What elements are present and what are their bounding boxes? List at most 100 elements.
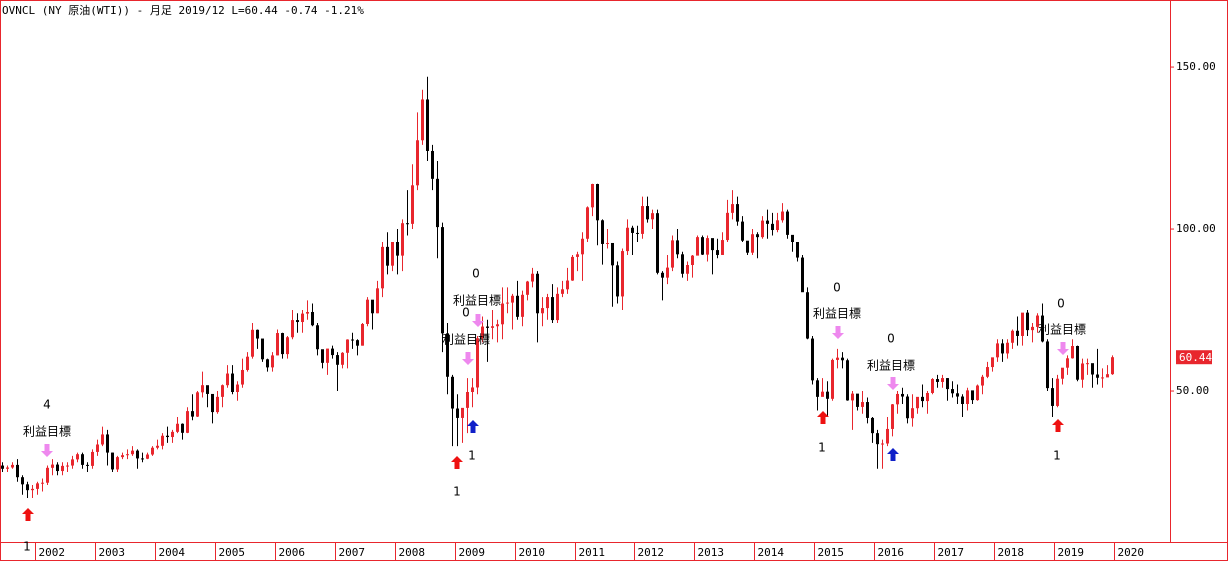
x-tick-label: 2015: [818, 546, 845, 559]
candle-body: [576, 254, 579, 257]
candle-body: [211, 393, 214, 413]
candle-body: [441, 227, 444, 334]
candle-body: [631, 227, 634, 233]
candle-body: [556, 293, 559, 321]
candle-body: [426, 99, 429, 151]
candle-body: [161, 435, 164, 446]
candle-body: [731, 204, 734, 213]
candle-body: [726, 212, 729, 241]
candle-body: [181, 423, 184, 433]
candle-body: [186, 411, 189, 433]
signal-label: 1: [1053, 449, 1061, 463]
candle-body: [251, 329, 254, 357]
buy-arrow: [1052, 419, 1064, 432]
signal-label: 0: [1057, 297, 1065, 311]
signal-label: 利益目標: [1038, 323, 1086, 337]
y-tick-label: 50.00: [1176, 384, 1209, 397]
candle-body: [1006, 342, 1009, 354]
candle-body: [896, 393, 899, 405]
candle-body: [861, 402, 864, 407]
candle-body: [31, 488, 34, 491]
candle-body: [621, 251, 624, 297]
candle-body: [46, 467, 49, 483]
candle-body: [756, 234, 759, 238]
x-tick-label: 2004: [159, 546, 186, 559]
candle-body: [1066, 358, 1069, 368]
candle-body: [776, 220, 779, 231]
candle-body: [571, 256, 574, 281]
candle-body: [1041, 315, 1044, 342]
candle-body: [946, 378, 949, 390]
candle-body: [151, 447, 154, 455]
candle-body: [171, 431, 174, 438]
candle-body: [626, 227, 629, 252]
candle-body: [536, 273, 539, 314]
candle-body: [176, 423, 179, 432]
candle-body: [291, 320, 294, 338]
candle-body: [641, 206, 644, 234]
candle-body: [256, 329, 259, 339]
candle-body: [116, 457, 119, 470]
candle-body: [241, 369, 244, 385]
y-tick-label: 100.00: [1176, 222, 1216, 235]
candle-body: [531, 273, 534, 282]
candle-body: [321, 349, 324, 363]
signal-label: 1: [818, 441, 826, 455]
candle-body: [166, 435, 169, 438]
candle-body: [376, 288, 379, 314]
candle-body: [496, 324, 499, 327]
signal-label: 1: [453, 485, 461, 499]
candle-body: [51, 464, 54, 468]
candle-body: [41, 482, 44, 484]
candle-body: [1076, 345, 1079, 380]
candle-body: [976, 385, 979, 401]
candle-body: [1081, 363, 1084, 380]
x-tick-label: 2019: [1058, 546, 1085, 559]
candle-body: [466, 392, 469, 408]
candle-body: [481, 326, 484, 339]
candle-body: [936, 379, 939, 382]
candle-body: [956, 393, 959, 397]
candle-body: [961, 396, 964, 404]
candle-body: [1046, 341, 1049, 389]
target-arrow: [41, 444, 53, 457]
chart-title: OVNCL (NY 原油(WTI)) - 月足 2019/12 L=60.44 …: [2, 3, 364, 17]
candle-body: [856, 393, 859, 407]
candle-body: [666, 267, 669, 278]
candle-body: [356, 340, 359, 346]
candle-body: [511, 295, 514, 303]
x-tick-label: 2017: [938, 546, 965, 559]
candle-body: [501, 303, 504, 325]
candle-body: [316, 325, 319, 350]
candle-body: [781, 211, 784, 221]
candle-body: [711, 238, 714, 251]
candle-body: [516, 295, 519, 317]
candle-body: [396, 242, 399, 256]
candle-body: [226, 373, 229, 386]
candle-body: [681, 254, 684, 274]
candle-body: [56, 464, 59, 472]
candle-body: [886, 428, 889, 444]
target-arrow: [832, 326, 844, 339]
candle-body: [351, 339, 354, 341]
candle-body: [581, 238, 584, 255]
candle-body: [646, 206, 649, 220]
candle-body: [336, 355, 339, 365]
candle-body: [601, 220, 604, 244]
candle-body: [421, 99, 424, 141]
candle-body: [201, 385, 204, 393]
y-tick-label: 150.00: [1176, 60, 1216, 73]
candle-body: [541, 308, 544, 314]
last-price-label: 60.44: [1179, 351, 1212, 364]
candle-body: [76, 454, 79, 460]
candle-body: [446, 333, 449, 377]
candle-body: [371, 299, 374, 314]
candle-body: [721, 240, 724, 255]
candle-body: [986, 367, 989, 377]
candle-body: [871, 417, 874, 434]
candle-body: [1111, 357, 1114, 375]
candle-body: [1001, 343, 1004, 354]
signal-label: 利益目標: [867, 359, 915, 373]
candle-body: [1021, 312, 1024, 336]
